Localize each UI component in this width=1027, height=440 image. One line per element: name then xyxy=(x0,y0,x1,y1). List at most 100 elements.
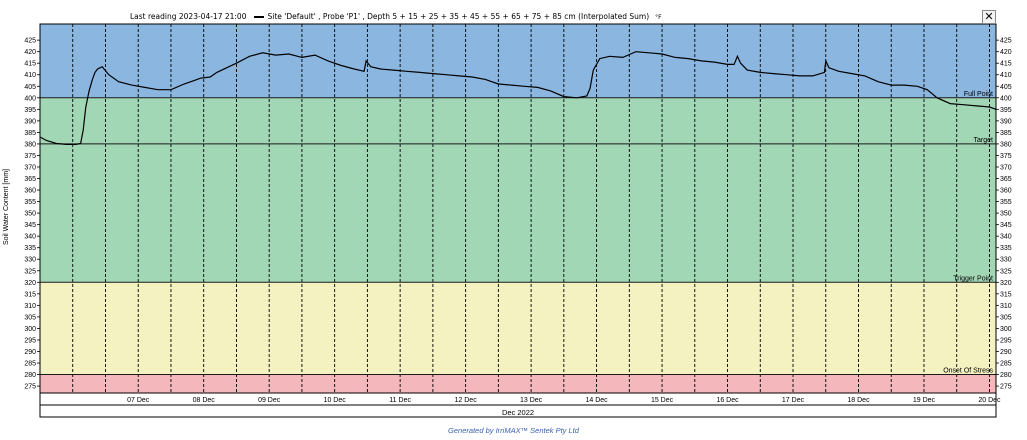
x-tick-label: 20 Dec xyxy=(978,397,1001,404)
y-tick-label-right: 375 xyxy=(1000,153,1012,160)
y-tick-label-right: 410 xyxy=(1000,72,1012,79)
y-tick-label-left: 420 xyxy=(24,49,36,56)
series-legend-swatch xyxy=(254,16,265,18)
x-tick-label: 14 Dec xyxy=(585,397,608,404)
y-tick-label-left: 305 xyxy=(24,314,36,321)
y-tick-label-left: 395 xyxy=(24,107,36,114)
x-tick-label: 10 Dec xyxy=(324,397,347,404)
x-tick-label: 18 Dec xyxy=(847,397,870,404)
x-tick-label: 19 Dec xyxy=(913,397,936,404)
y-tick-label-left: 410 xyxy=(24,72,36,79)
y-tick-label-left: 315 xyxy=(24,291,36,298)
y-tick-label-left: 370 xyxy=(24,164,36,171)
close-button[interactable]: ✕ xyxy=(982,10,996,24)
y-tick-label-right: 340 xyxy=(1000,234,1012,241)
y-tick-label-left: 335 xyxy=(24,245,36,252)
y-tick-label-left: 290 xyxy=(24,349,36,356)
y-tick-label-left: 350 xyxy=(24,211,36,218)
y-tick-label-right: 285 xyxy=(1000,361,1012,368)
y-tick-label-left: 355 xyxy=(24,199,36,206)
y-tick-label-right: 365 xyxy=(1000,176,1012,183)
y-tick-label-right: 290 xyxy=(1000,349,1012,356)
x-tick-label: 17 Dec xyxy=(782,397,805,404)
y-tick-label-right: 385 xyxy=(1000,130,1012,137)
y-tick-label-right: 370 xyxy=(1000,164,1012,171)
y-axis-label: Soil Water Content [mm] xyxy=(3,169,10,245)
temperature-unit: °F xyxy=(655,14,662,21)
y-tick-label-left: 295 xyxy=(24,337,36,344)
band-trigger-point xyxy=(40,282,996,375)
band-target xyxy=(40,97,996,283)
y-tick-label-left: 385 xyxy=(24,130,36,137)
y-tick-label-left: 345 xyxy=(24,222,36,229)
y-tick-label-left: 360 xyxy=(24,188,36,195)
y-tick-label-right: 360 xyxy=(1000,188,1012,195)
y-tick-label-right: 300 xyxy=(1000,326,1012,333)
y-tick-label-right: 415 xyxy=(1000,61,1012,68)
y-tick-label-right: 320 xyxy=(1000,280,1012,287)
y-tick-label-right: 425 xyxy=(1000,38,1012,45)
y-tick-label-left: 380 xyxy=(24,141,36,148)
y-tick-label-left: 405 xyxy=(24,84,36,91)
threshold-lines: Full Point Target Trigger Point Onset Of St… xyxy=(40,91,996,376)
x-tick-label: 11 Dec xyxy=(389,397,411,404)
y-tick-label-left: 330 xyxy=(24,257,36,264)
threshold-label: Full Point xyxy=(964,91,993,98)
band-full-point xyxy=(40,24,996,98)
y-tick-label-right: 355 xyxy=(1000,199,1012,206)
x-tick-label: 12 Dec xyxy=(455,397,478,404)
y-tick-label-left: 415 xyxy=(24,61,36,68)
y-tick-label-left: 400 xyxy=(24,95,36,102)
y-tick-label-right: 330 xyxy=(1000,257,1012,264)
x-tick-label: 09 Dec xyxy=(258,397,281,404)
y-tick-label-left: 390 xyxy=(24,118,36,125)
y-tick-label-right: 395 xyxy=(1000,107,1012,114)
close-icon: ✕ xyxy=(984,10,994,23)
x-tick-label: 07 Dec xyxy=(127,397,150,404)
y-tick-label-right: 295 xyxy=(1000,337,1012,344)
chart-header: Last reading 2023-04-17 21:00 Site 'Defau… xyxy=(130,12,662,21)
series-legend-label: Site 'Default' , Probe 'P1' , Depth 5 + … xyxy=(267,12,650,21)
y-tick-label-left: 320 xyxy=(24,280,36,287)
y-tick-label-right: 400 xyxy=(1000,95,1012,102)
y-tick-label-right: 345 xyxy=(1000,222,1012,229)
series-layer xyxy=(39,51,997,145)
y-tick-label-right: 305 xyxy=(1000,314,1012,321)
y-tick-label-right: 280 xyxy=(1000,372,1012,379)
y-tick-label-right: 420 xyxy=(1000,49,1012,56)
threshold-bands xyxy=(40,24,996,393)
y-tick-label-right: 350 xyxy=(1000,211,1012,218)
threshold-label: Target xyxy=(974,137,994,144)
x-tick-label: 08 Dec xyxy=(193,397,216,404)
y-tick-label-right: 335 xyxy=(1000,245,1012,252)
x-tick-label: 16 Dec xyxy=(716,397,739,404)
y-tick-label-right: 315 xyxy=(1000,291,1012,298)
y-tick-label-right: 405 xyxy=(1000,84,1012,91)
y-tick-label-left: 280 xyxy=(24,372,36,379)
x-month-strip xyxy=(39,404,997,418)
threshold-label: Onset Of Stress xyxy=(943,368,993,375)
x-tick-label: 13 Dec xyxy=(520,397,543,404)
x-axis-label: Dec 2022 xyxy=(502,408,534,417)
y-tick-label-left: 365 xyxy=(24,176,36,183)
footer-credit: Generated by IrriMAX™ Sentek Pty Ltd xyxy=(448,426,579,435)
x-tick-label: 15 Dec xyxy=(651,397,674,404)
y-tick-label-right: 325 xyxy=(1000,268,1012,275)
y-tick-label-right: 275 xyxy=(1000,384,1012,391)
axes xyxy=(39,23,997,418)
y-tick-label-left: 340 xyxy=(24,234,36,241)
y-tick-label-left: 425 xyxy=(24,38,36,45)
band-onset-of-stress xyxy=(40,374,996,393)
y-tick-label-left: 310 xyxy=(24,303,36,310)
series-line xyxy=(39,51,997,145)
last-reading-text: Last reading 2023-04-17 21:00 xyxy=(130,12,247,21)
y-tick-label-left: 285 xyxy=(24,361,36,368)
y-tick-label-left: 300 xyxy=(24,326,36,333)
y-tick-label-right: 310 xyxy=(1000,303,1012,310)
y-tick-label-left: 325 xyxy=(24,268,36,275)
tick-labels: 275 275 280 280 285 285 290 290 295 295 300 300 305 3… xyxy=(24,38,1011,404)
y-tick-label-left: 375 xyxy=(24,153,36,160)
y-tick-label-right: 380 xyxy=(1000,141,1012,148)
y-tick-label-left: 275 xyxy=(24,384,36,391)
